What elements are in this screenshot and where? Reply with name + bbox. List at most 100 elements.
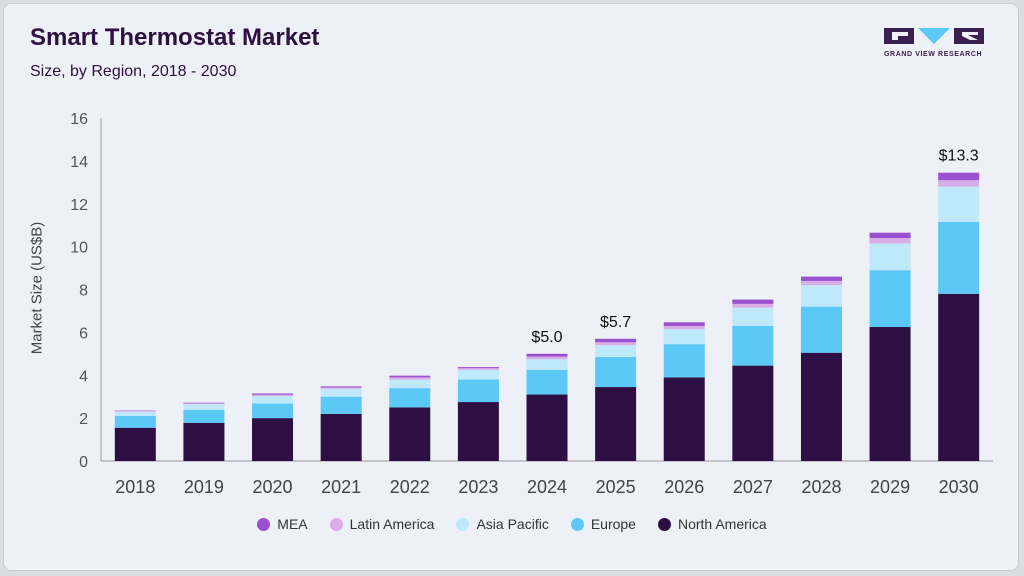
x-tick-label: 2020 — [253, 477, 293, 497]
bar-segment-latin-america — [869, 238, 911, 244]
bar-segment-latin-america — [457, 368, 499, 370]
x-tick-label: 2030 — [939, 477, 979, 497]
bar-segment-europe — [320, 396, 362, 414]
bar-segment-europe — [663, 344, 705, 378]
bar-segment-asia-pacific — [938, 186, 980, 222]
y-tick-label: 2 — [79, 411, 88, 428]
bar-segment-europe — [800, 306, 842, 353]
legend-item-north-america: North America — [657, 516, 767, 532]
bar-segment-latin-america — [252, 394, 294, 397]
bar-segment-asia-pacific — [732, 307, 774, 326]
bar-segment-mea — [183, 402, 225, 404]
bar-segment-north-america — [663, 377, 705, 461]
legend-label: MEA — [277, 516, 308, 532]
legend-label: North America — [677, 516, 767, 532]
bar-segment-mea — [526, 353, 568, 357]
chart-subtitle: Size, by Region, 2018 - 2030 — [30, 63, 237, 80]
bar-segment-latin-america — [183, 403, 225, 405]
x-tick-label: 2019 — [184, 477, 224, 497]
y-tick-label: 6 — [79, 325, 88, 342]
y-tick-label: 10 — [70, 240, 88, 257]
legend-swatch — [657, 517, 671, 531]
x-tick-label: 2027 — [733, 477, 773, 497]
y-tick-label: 16 — [70, 111, 88, 128]
x-tick-label: 2028 — [801, 477, 841, 497]
bar-segment-asia-pacific — [595, 345, 637, 358]
bar-segment-europe — [114, 415, 156, 428]
bar-segment-north-america — [732, 365, 774, 461]
legend-swatch — [257, 517, 271, 531]
bar-segment-latin-america — [389, 377, 431, 380]
bar-segment-north-america — [183, 422, 225, 461]
y-tick-label: 8 — [79, 283, 88, 300]
bar-segment-asia-pacific — [252, 396, 294, 404]
bar-segment-north-america — [938, 293, 980, 461]
bar-segment-latin-america — [114, 411, 156, 412]
legend-swatch — [329, 517, 343, 531]
x-tick-label: 2025 — [596, 477, 636, 497]
bar-segment-north-america — [389, 407, 431, 461]
bar-segment-mea — [663, 322, 705, 326]
bar-segment-latin-america — [320, 387, 362, 389]
bar-segment-north-america — [595, 387, 637, 461]
bar-segment-europe — [732, 325, 774, 366]
legend-item-latin-america: Latin America — [329, 516, 435, 532]
bar-segment-europe — [869, 270, 911, 328]
bar-segment-north-america — [869, 327, 911, 461]
x-tick-label: 2021 — [321, 477, 361, 497]
x-tick-label: 2029 — [870, 477, 910, 497]
total-value-label: $5.7 — [600, 314, 631, 331]
x-tick-label: 2024 — [527, 477, 567, 497]
bar-segment-mea — [252, 393, 294, 395]
legend-label: Latin America — [349, 516, 435, 532]
bar-segment-asia-pacific — [114, 411, 156, 416]
bar-segment-latin-america — [938, 180, 980, 187]
legend-swatch — [570, 517, 584, 531]
bar-segment-europe — [595, 357, 637, 388]
bar-segment-mea — [457, 367, 499, 369]
y-tick-label: 12 — [70, 197, 88, 214]
total-value-label: $5.0 — [531, 329, 562, 346]
bar-segment-latin-america — [595, 342, 637, 346]
legend-item-asia-pacific: Asia Pacific — [456, 516, 549, 532]
x-tick-label: 2022 — [390, 477, 430, 497]
bar-segment-mea — [800, 276, 842, 281]
bar-segment-north-america — [252, 418, 294, 461]
bar-segment-asia-pacific — [389, 379, 431, 389]
chart-card — [3, 3, 1019, 571]
chart-title: Smart Thermostat Market — [30, 24, 320, 51]
bar-segment-europe — [252, 403, 294, 419]
bar-segment-latin-america — [663, 325, 705, 330]
bar-segment-north-america — [800, 352, 842, 461]
bar-segment-latin-america — [732, 303, 774, 308]
grand-view-research-logo — [884, 28, 984, 44]
x-tick-label: 2018 — [115, 477, 155, 497]
x-tick-label: 2023 — [458, 477, 498, 497]
bar-segment-asia-pacific — [320, 388, 362, 397]
bar-segment-north-america — [457, 402, 499, 461]
bar-segment-mea — [732, 299, 774, 304]
bar-segment-north-america — [526, 394, 568, 461]
legend-label: Asia Pacific — [476, 516, 549, 532]
bar-segment-asia-pacific — [526, 359, 568, 370]
bar-segment-mea — [389, 375, 431, 378]
bar-segment-asia-pacific — [183, 404, 225, 410]
y-tick-label: 4 — [79, 368, 88, 385]
bar-segment-asia-pacific — [800, 285, 842, 307]
bar-segment-mea — [595, 338, 637, 343]
bar-segment-latin-america — [800, 280, 842, 286]
bar-segment-north-america — [320, 413, 362, 461]
y-tick-label: 14 — [70, 154, 88, 171]
bar-segment-mea — [869, 232, 911, 239]
bar-segment-europe — [526, 369, 568, 395]
legend-item-europe: Europe — [570, 516, 636, 532]
total-value-label: $13.3 — [939, 148, 979, 165]
bar-segment-asia-pacific — [869, 243, 911, 271]
x-tick-label: 2026 — [664, 477, 704, 497]
bar-segment-europe — [389, 388, 431, 408]
chart-legend: MEA Latin America Asia Pacific Europe North … — [0, 516, 1024, 532]
bar-segment-europe — [457, 379, 499, 403]
bar-segment-latin-america — [526, 356, 568, 360]
bar-segment-north-america — [114, 427, 156, 461]
